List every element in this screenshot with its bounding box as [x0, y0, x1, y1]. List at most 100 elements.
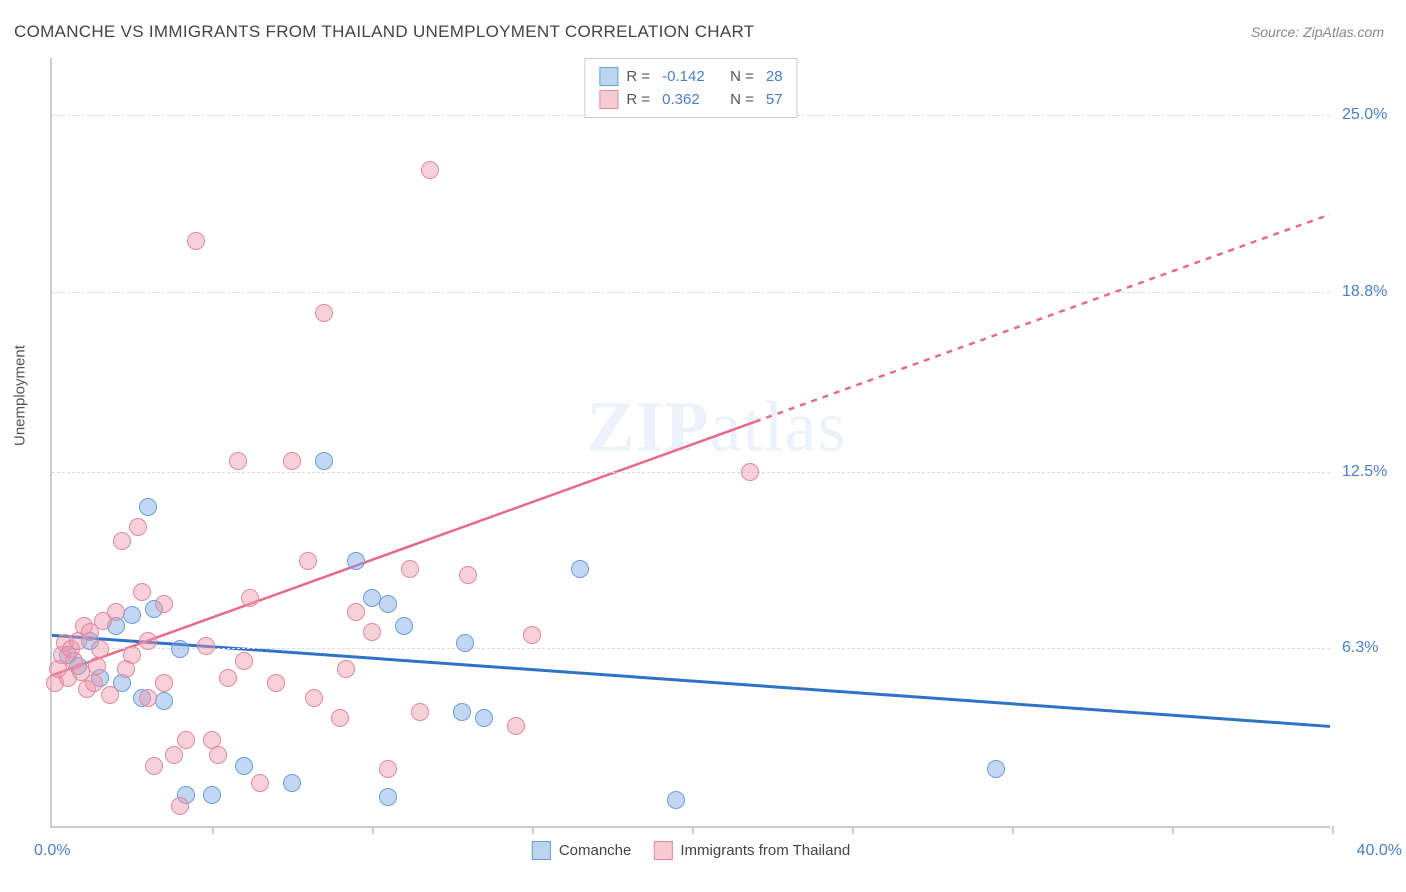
scatter-point [523, 626, 541, 644]
n-label: N = [730, 91, 754, 108]
legend-row-series1: R = -0.142 N = 28 [599, 65, 782, 88]
scatter-point [113, 532, 131, 550]
legend-label-series1: Comanche [559, 842, 632, 859]
scatter-point [139, 632, 157, 650]
scatter-point [741, 463, 759, 481]
scatter-point [197, 637, 215, 655]
scatter-point [155, 692, 173, 710]
scatter-point [267, 674, 285, 692]
scatter-point [987, 760, 1005, 778]
swatch-blue-icon [532, 841, 551, 860]
scatter-point [139, 498, 157, 516]
y-tick-label: 12.5% [1342, 463, 1402, 481]
source-attribution: Source: ZipAtlas.com [1251, 24, 1384, 40]
swatch-blue-icon [599, 67, 618, 86]
x-tick [1332, 826, 1334, 834]
x-tick [1172, 826, 1174, 834]
y-tick-label: 6.3% [1342, 639, 1402, 657]
scatter-point [411, 703, 429, 721]
scatter-point [145, 757, 163, 775]
scatter-point [107, 603, 125, 621]
r-value-series1: -0.142 [662, 68, 714, 85]
scatter-point [203, 786, 221, 804]
legend-row-series2: R = 0.362 N = 57 [599, 88, 782, 111]
y-tick-label: 18.8% [1342, 283, 1402, 301]
plot-area: ZIPatlas R = -0.142 N = 28 R = 0.362 N =… [50, 58, 1330, 828]
scatter-point [571, 560, 589, 578]
y-axis-label: Unemployment [12, 345, 29, 446]
n-label: N = [730, 68, 754, 85]
grid-line [52, 292, 1330, 293]
n-value-series2: 57 [766, 91, 783, 108]
scatter-point [379, 760, 397, 778]
legend-label-series2: Immigrants from Thailand [680, 842, 850, 859]
scatter-point [209, 746, 227, 764]
scatter-point [315, 452, 333, 470]
x-axis-min-label: 0.0% [34, 842, 70, 860]
trend-lines [52, 58, 1330, 826]
x-tick [852, 826, 854, 834]
scatter-point [283, 774, 301, 792]
scatter-point [129, 518, 147, 536]
r-value-series2: 0.362 [662, 91, 714, 108]
scatter-point [379, 595, 397, 613]
scatter-point [123, 606, 141, 624]
series-legend: Comanche Immigrants from Thailand [532, 841, 850, 860]
scatter-point [667, 791, 685, 809]
scatter-point [101, 686, 119, 704]
scatter-point [133, 583, 151, 601]
scatter-point [177, 731, 195, 749]
scatter-point [171, 640, 189, 658]
x-tick [532, 826, 534, 834]
scatter-point [229, 452, 247, 470]
scatter-point [235, 757, 253, 775]
scatter-point [187, 232, 205, 250]
x-tick [692, 826, 694, 834]
scatter-point [88, 657, 106, 675]
swatch-pink-icon [653, 841, 672, 860]
scatter-point [235, 652, 253, 670]
grid-line [52, 648, 1330, 649]
scatter-point [331, 709, 349, 727]
scatter-point [507, 717, 525, 735]
scatter-point [155, 674, 173, 692]
correlation-legend: R = -0.142 N = 28 R = 0.362 N = 57 [584, 58, 797, 118]
x-tick [1012, 826, 1014, 834]
scatter-point [165, 746, 183, 764]
scatter-point [155, 595, 173, 613]
x-tick [372, 826, 374, 834]
scatter-point [139, 689, 157, 707]
scatter-point [363, 623, 381, 641]
grid-line [52, 472, 1330, 473]
chart-title: COMANCHE VS IMMIGRANTS FROM THAILAND UNE… [14, 22, 754, 42]
watermark: ZIPatlas [587, 385, 847, 468]
scatter-point [401, 560, 419, 578]
scatter-point [459, 566, 477, 584]
legend-item-series2: Immigrants from Thailand [653, 841, 850, 860]
scatter-point [85, 674, 103, 692]
scatter-point [91, 640, 109, 658]
x-axis-max-label: 40.0% [1357, 842, 1402, 860]
legend-item-series1: Comanche [532, 841, 632, 860]
scatter-point [347, 552, 365, 570]
scatter-point [299, 552, 317, 570]
scatter-point [395, 617, 413, 635]
chart-container: COMANCHE VS IMMIGRANTS FROM THAILAND UNE… [0, 0, 1406, 892]
scatter-point [219, 669, 237, 687]
y-tick-label: 25.0% [1342, 106, 1402, 124]
scatter-point [283, 452, 301, 470]
swatch-pink-icon [599, 90, 618, 109]
scatter-point [379, 788, 397, 806]
r-label: R = [626, 68, 650, 85]
scatter-point [421, 161, 439, 179]
r-label: R = [626, 91, 650, 108]
scatter-point [315, 304, 333, 322]
scatter-point [241, 589, 259, 607]
n-value-series1: 28 [766, 68, 783, 85]
scatter-point [347, 603, 365, 621]
scatter-point [456, 634, 474, 652]
scatter-point [251, 774, 269, 792]
scatter-point [171, 797, 189, 815]
scatter-point [337, 660, 355, 678]
scatter-point [453, 703, 471, 721]
